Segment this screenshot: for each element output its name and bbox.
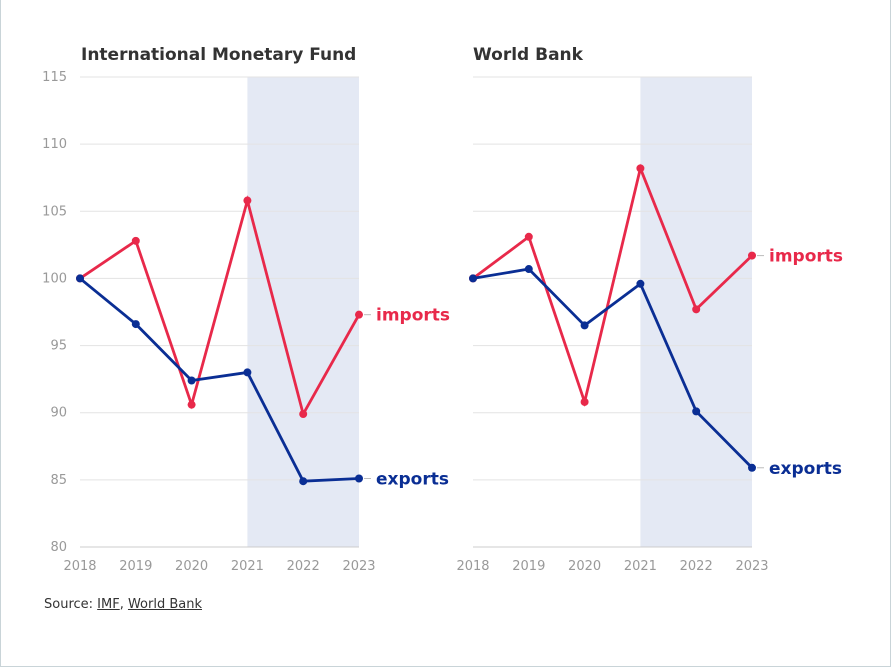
source-separator: , <box>119 597 128 612</box>
imports-point <box>243 196 252 205</box>
y-tick-label: 95 <box>50 339 67 354</box>
chart-panel-2: World Bank 2018 2019 2020 2021 2022 2023 import… <box>456 45 843 574</box>
imports-point <box>524 232 533 241</box>
x-tick-label: 2019 <box>119 559 152 574</box>
x-tick-label: 2023 <box>735 559 768 574</box>
panel-title: World Bank <box>473 45 584 65</box>
imports-point <box>692 305 701 314</box>
imports-line <box>79 195 361 418</box>
imports-label: imports <box>769 247 843 267</box>
highlight-band <box>247 77 359 547</box>
imports-point <box>636 164 645 173</box>
y-tick-label: 100 <box>42 271 67 286</box>
x-tick-label: 2022 <box>287 559 320 574</box>
x-tick-label: 2023 <box>342 559 375 574</box>
imports-point <box>748 251 756 260</box>
exports-point <box>187 376 196 385</box>
exports-point <box>76 274 84 283</box>
x-tick-label: 2021 <box>231 559 264 574</box>
x-tick-label: 2018 <box>456 559 489 574</box>
exports-point <box>580 321 589 330</box>
source-prefix: Source: <box>44 597 98 612</box>
panel-title: International Monetary Fund <box>81 45 356 65</box>
source-link-imf[interactable]: IMF <box>97 597 120 612</box>
imports-point <box>580 397 589 406</box>
exports-point <box>469 274 477 283</box>
exports-point <box>131 320 140 329</box>
x-tick-label: 2020 <box>175 559 208 574</box>
y-tick-label: 80 <box>50 540 67 555</box>
exports-point <box>524 265 533 274</box>
y-tick-label: 90 <box>50 406 67 421</box>
exports-line <box>79 277 360 483</box>
exports-label: exports <box>376 470 449 490</box>
exports-point <box>299 477 308 486</box>
source-link-world-bank[interactable]: World Bank <box>127 597 203 612</box>
x-tick-label: 2019 <box>512 559 545 574</box>
y-tick-label: 105 <box>42 204 67 219</box>
exports-point <box>355 474 363 483</box>
series-exports: exports <box>76 274 449 490</box>
exports-point <box>692 407 701 416</box>
imports-label: imports <box>376 306 450 326</box>
x-tick-label: 2018 <box>63 559 96 574</box>
chart-figure: International Monetary Fund 80 85 90 95 100 10… <box>42 45 843 574</box>
y-tick-label: 110 <box>42 137 67 152</box>
x-tick-label: 2022 <box>680 559 713 574</box>
exports-point <box>748 463 756 472</box>
imports-point <box>131 236 140 245</box>
imports-point <box>187 400 196 409</box>
exports-point <box>636 279 645 288</box>
exports-label: exports <box>769 459 842 479</box>
y-tick-label: 85 <box>50 473 67 488</box>
x-tick-label: 2020 <box>568 559 601 574</box>
y-tick-label: 115 <box>42 70 67 85</box>
imports-point <box>299 410 308 419</box>
exports-line <box>472 267 753 469</box>
imports-line <box>472 163 753 408</box>
chart-panel-1: International Monetary Fund 80 85 90 95 100 10… <box>42 45 450 574</box>
imports-point <box>355 310 363 319</box>
series-exports: exports <box>469 265 842 479</box>
exports-point <box>243 368 252 377</box>
source-note: Source: IMF, World Bank <box>44 597 202 612</box>
x-tick-label: 2021 <box>624 559 657 574</box>
